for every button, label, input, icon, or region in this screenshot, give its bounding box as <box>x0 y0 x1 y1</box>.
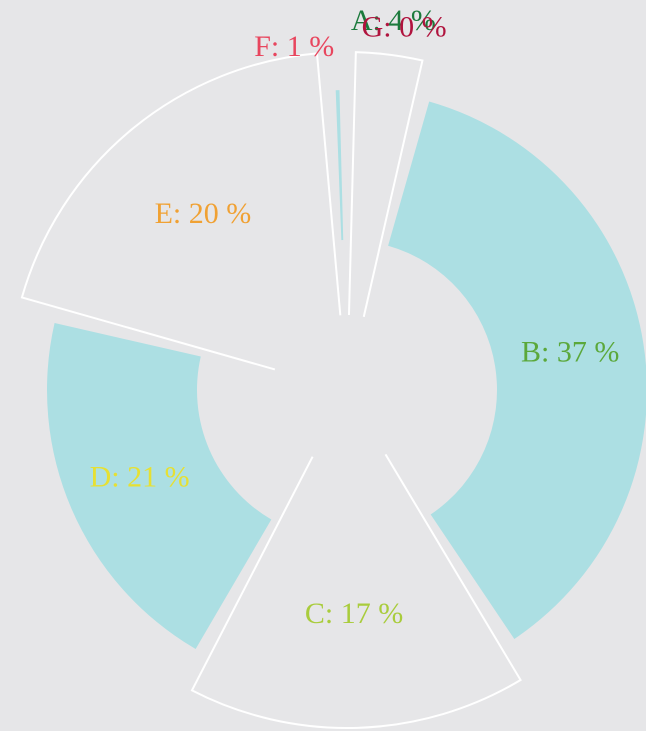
data-label: B: 37 % <box>521 336 619 369</box>
data-label: F: 1 % <box>254 30 334 63</box>
pie-segment <box>388 101 646 640</box>
data-label: G: 0 % <box>362 10 447 43</box>
pie-segment <box>46 323 272 650</box>
data-label: C: 17 % <box>305 597 403 630</box>
pie-segment <box>190 453 522 729</box>
pie-segment <box>20 52 342 371</box>
data-label: D: 21 % <box>90 461 190 494</box>
data-label: E: 20 % <box>155 197 252 230</box>
pie-segment <box>335 90 344 241</box>
pie-segment <box>347 51 424 318</box>
data-label: A: 4 % <box>351 4 436 37</box>
